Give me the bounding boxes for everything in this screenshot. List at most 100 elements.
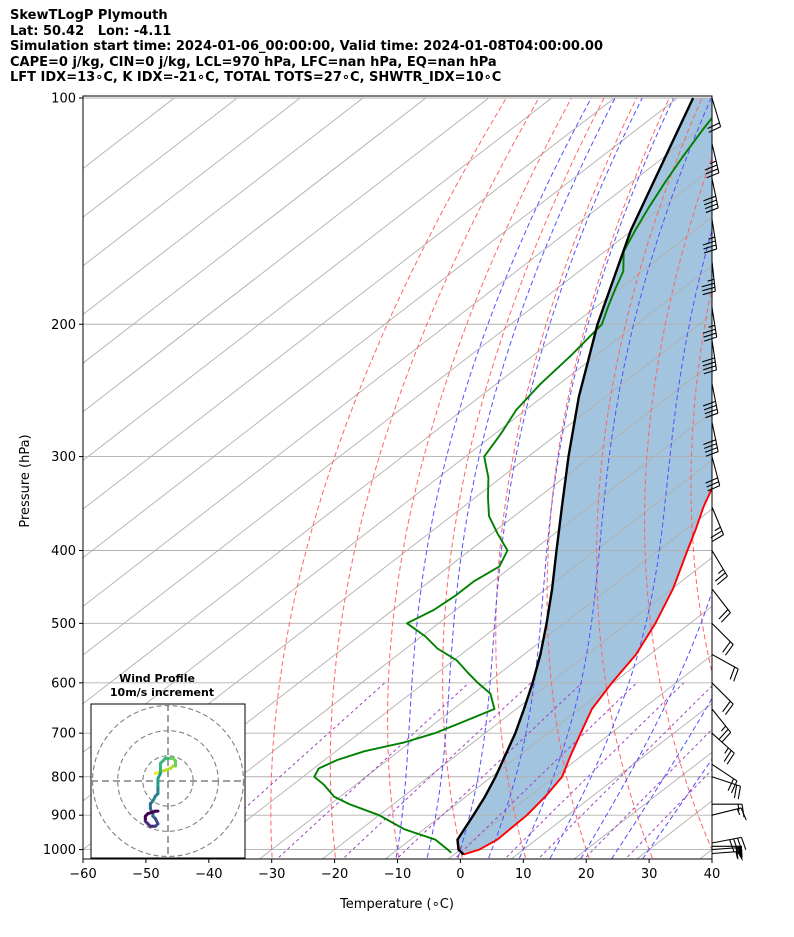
isotherm-line (83, 97, 364, 316)
hodograph-title: Wind Profile (119, 672, 195, 685)
y-tick-label: 900 (51, 809, 76, 824)
wind-barb (711, 807, 747, 821)
moist-adiabat (641, 758, 712, 859)
temperature-profile (463, 486, 712, 856)
mixing-ratio-line (624, 769, 712, 859)
x-tick-label: −30 (258, 867, 285, 882)
wind-barb (701, 340, 717, 375)
x-tick-label: −20 (321, 867, 348, 882)
y-tick-label: 600 (51, 676, 76, 691)
title-line-location: Lat: 50.42 Lon: -4.11 (10, 23, 172, 39)
title-line-station: SkewTLogP Plymouth (10, 8, 168, 23)
isotherm-line (384, 605, 712, 859)
wind-barb (705, 456, 721, 492)
x-tick-label: −50 (132, 867, 159, 882)
wind-barb (704, 143, 720, 179)
dry-adiabat (644, 155, 712, 851)
wind-barbs (701, 97, 747, 862)
wind-barb (711, 708, 732, 743)
sounding-profiles (313, 97, 712, 856)
dry-adiabat (780, 98, 794, 866)
dewpoint-profile (313, 116, 712, 854)
wind-barb (711, 682, 734, 716)
dry-adiabat (690, 284, 712, 675)
isotherm-line (83, 97, 552, 461)
wind-barb (712, 803, 745, 818)
wind-barb (703, 422, 719, 457)
isotherm-line (510, 703, 712, 859)
chart-title: SkewTLogP Plymouth Lat: 50.42 Lon: -4.11… (10, 8, 603, 86)
title-line-indices: LFT IDX=13∘C, K IDX=-21∘C, TOTAL TOTS=27… (10, 70, 502, 85)
wind-barb (711, 622, 734, 656)
y-tick-label: 200 (51, 318, 76, 333)
y-tick-label: 400 (51, 544, 76, 559)
wind-barb (711, 653, 739, 682)
dry-adiabat (546, 97, 670, 859)
x-tick-label: −40 (195, 867, 222, 882)
wind-barb (711, 588, 731, 623)
y-axis: 1000 900 800 700 600 500 400 300 200 100 (43, 92, 83, 858)
wind-barb (702, 383, 719, 419)
title-line-times: Simulation start time: 2024-01-06_00:00:… (10, 39, 603, 54)
wind-barb (711, 732, 735, 765)
y-tick-label: 500 (51, 617, 76, 632)
x-tick-label: 10 (515, 867, 532, 882)
wind-barb (701, 261, 716, 296)
moist-adiabat (457, 97, 643, 859)
y-axis-label: Pressure (hPa) (18, 434, 33, 527)
isotherm-line (133, 411, 712, 859)
isotherm-line (83, 97, 489, 413)
wind-barb (711, 836, 747, 853)
mixing-ratio-line (503, 682, 685, 859)
x-axis-label: Temperature (∘C) (339, 897, 454, 912)
isotherm-line (83, 119, 712, 607)
wind-barb (711, 550, 728, 586)
cin-area (457, 98, 712, 855)
y-tick-label: 700 (51, 727, 76, 742)
dry-adiabat (736, 98, 794, 866)
mixing-ratio-line (341, 682, 532, 859)
x-axis: −60 −50 −40 −30 −20 −10 0 10 20 30 40 (69, 859, 720, 882)
wind-barb (703, 178, 719, 214)
wind-barb (711, 763, 738, 794)
cin-shading (457, 98, 712, 855)
dry-adiabat (329, 97, 540, 859)
plot-contents (83, 97, 794, 866)
moist-adiabat (549, 228, 712, 859)
x-tick-label: 0 (456, 867, 464, 882)
x-tick-label: −60 (69, 867, 96, 882)
x-tick-label: 20 (578, 867, 595, 882)
isotherm-line (321, 557, 712, 859)
dry-adiabat (270, 97, 507, 859)
mixing-ratio-line (537, 685, 712, 859)
moist-adiabat (518, 97, 712, 859)
wind-barb (702, 307, 718, 342)
isotherm-line (447, 654, 712, 859)
isotherm-line (83, 97, 427, 364)
wind-barb (702, 219, 718, 254)
y-tick-label: 1000 (43, 843, 76, 858)
y-tick-label: 100 (51, 92, 76, 107)
isotherm-line (754, 98, 794, 866)
y-tick-label: 800 (51, 770, 76, 785)
x-tick-label: 40 (704, 867, 721, 882)
parcel-profile (456, 97, 695, 856)
x-tick-label: 30 (641, 867, 658, 882)
wind-barb (707, 97, 722, 133)
mixing-ratio-line (276, 682, 470, 859)
wind-barb (710, 506, 725, 542)
y-tick-label: 300 (51, 450, 76, 465)
isotherm-line (258, 508, 712, 859)
dry-adiabats (270, 97, 794, 866)
isotherm-line (83, 97, 678, 559)
mixing-ratio-line (583, 728, 712, 859)
isotherm-line (83, 97, 301, 267)
title-line-cape: CAPE=0 j/kg, CIN=0 j/kg, LCL=970 hPa, LF… (10, 54, 497, 70)
x-tick-label: −10 (384, 867, 411, 882)
isotherm-line (83, 216, 712, 705)
isotherm-line (195, 459, 712, 859)
isotherm-line (83, 97, 615, 510)
dry-adiabat (596, 97, 703, 859)
